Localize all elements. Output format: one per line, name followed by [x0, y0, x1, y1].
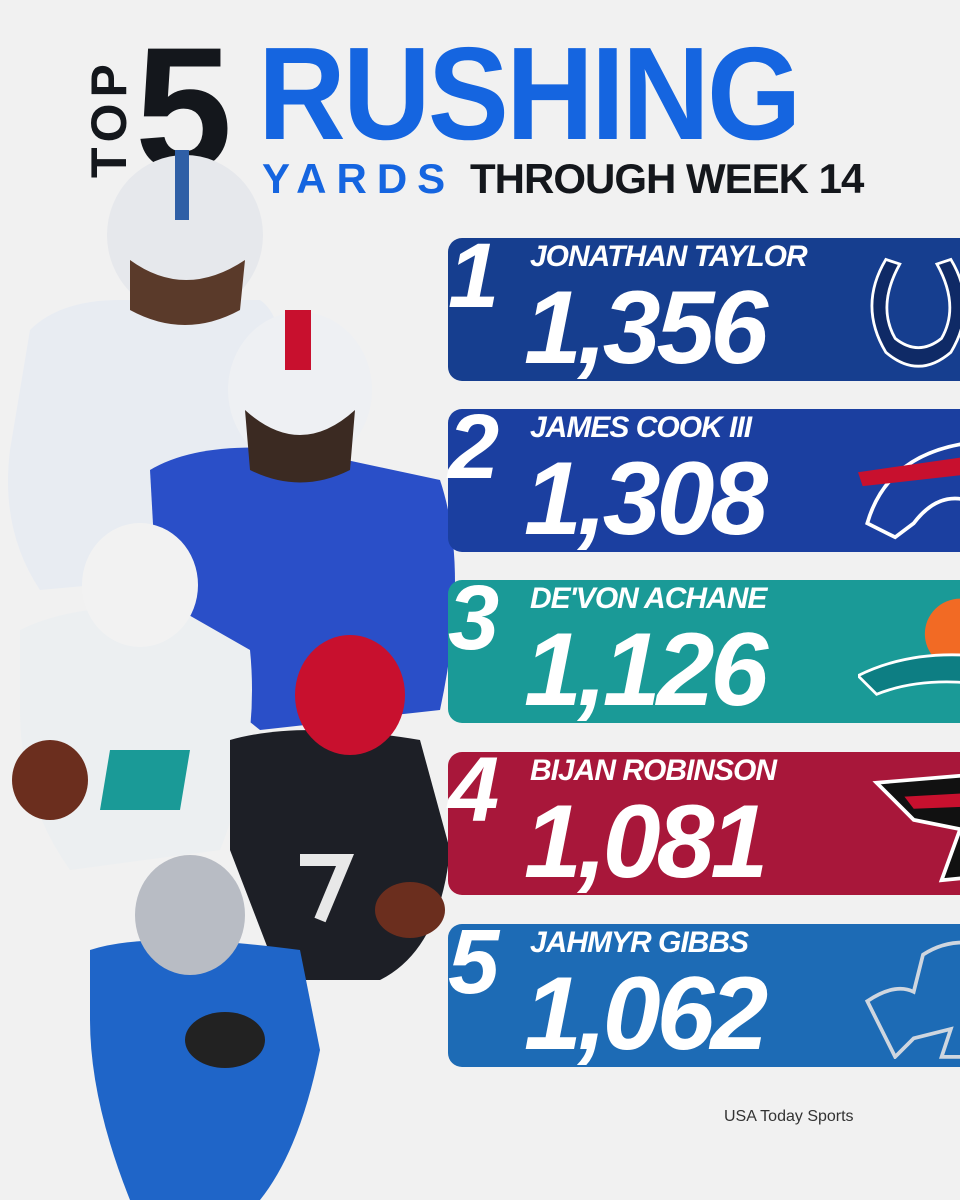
player-name: DE'VON ACHANE — [530, 582, 767, 615]
ranking-bar-4: BIJAN ROBINSON 1,081 — [448, 752, 960, 895]
rushing-yards: 1,308 — [524, 441, 768, 552]
player-name: BIJAN ROBINSON — [530, 754, 777, 787]
title-yards: YARDS — [262, 155, 456, 202]
ranking-bar-2: JAMES COOK III 1,308 — [448, 409, 960, 552]
lions-player — [90, 855, 320, 1200]
player-name: JAHMYR GIBBS — [530, 926, 749, 959]
falcon-icon — [872, 773, 960, 883]
buffalo-icon — [858, 442, 960, 540]
rank-number: 3 — [448, 567, 500, 669]
player-name: JONATHAN TAYLOR — [530, 240, 808, 273]
falcons-player — [230, 635, 450, 980]
horseshoe-icon — [870, 257, 960, 368]
rank-number: 5 — [448, 911, 500, 1013]
rank-number: 2 — [448, 396, 500, 498]
rushing-yards: 1,126 — [524, 612, 768, 723]
rank-number: 4 — [448, 739, 500, 841]
ranking-bar-1: JONATHAN TAYLOR 1,356 — [448, 238, 960, 381]
lion-icon — [864, 940, 960, 1059]
players-photo-collage — [8, 150, 455, 1200]
title-through-week: THROUGH WEEK 14 — [470, 155, 864, 202]
player-name: JAMES COOK III — [530, 411, 752, 444]
rushing-yards: 1,356 — [524, 270, 768, 381]
ranking-bar-3: DE'VON ACHANE 1,126 — [448, 580, 960, 723]
ranking-bar-5: JAHMYR GIBBS 1,062 — [448, 924, 960, 1067]
dolphins-player — [12, 523, 252, 870]
rank-number: 1 — [448, 225, 500, 327]
rushing-yards: 1,062 — [524, 956, 768, 1067]
photo-credit: USA Today Sports — [724, 1108, 854, 1125]
rushing-yards: 1,081 — [524, 784, 768, 895]
title-rushing: RUSHING — [258, 20, 801, 167]
dolphin-icon — [858, 598, 960, 696]
